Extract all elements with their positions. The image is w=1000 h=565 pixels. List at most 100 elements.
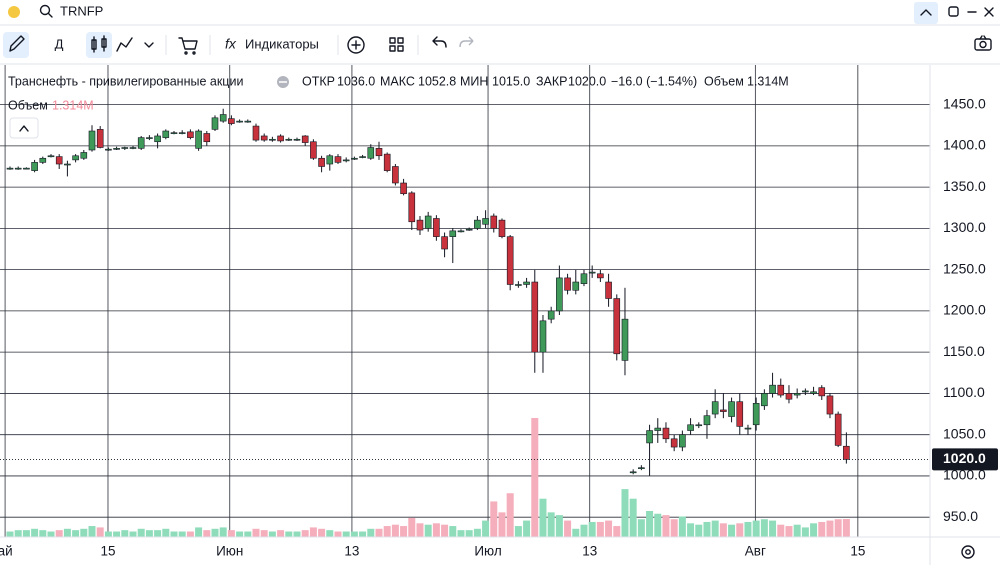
- layout-icon[interactable]: [389, 37, 404, 52]
- candle-body: [80, 152, 88, 159]
- candle-body: [326, 155, 334, 165]
- volume-bar: [744, 521, 752, 537]
- close-icon[interactable]: [984, 7, 994, 17]
- volume-bar: [170, 531, 178, 537]
- volume-bar: [22, 530, 30, 537]
- volume-bar: [514, 526, 522, 537]
- candle-body: [137, 137, 145, 149]
- last-price-label: 1020.0: [943, 450, 986, 466]
- candle-body: [744, 427, 752, 430]
- volume-bar: [6, 531, 14, 537]
- volume-bar: [498, 512, 506, 537]
- candles-icon: [91, 35, 107, 53]
- volume-bar: [334, 531, 342, 537]
- candle-body: [105, 148, 112, 151]
- candle-body: [244, 120, 252, 123]
- candle-body: [400, 182, 407, 195]
- volume-bar: [342, 531, 350, 537]
- volume-bar: [318, 528, 326, 537]
- volume-bar: [301, 530, 309, 537]
- settings-icon[interactable]: [961, 545, 975, 559]
- volume-bar: [769, 520, 777, 537]
- redo-icon[interactable]: [459, 36, 474, 48]
- camera-icon[interactable]: [974, 35, 992, 51]
- volume-bar: [154, 530, 162, 537]
- window-icon[interactable]: [948, 6, 959, 17]
- y-tick-label: 950.0: [943, 508, 978, 524]
- candle-body: [810, 391, 817, 394]
- candle-body: [203, 133, 211, 143]
- interval[interactable]: Д: [55, 36, 64, 51]
- symbol[interactable]: TRNFP: [60, 3, 103, 18]
- candle-body: [802, 390, 809, 393]
- candle-body: [195, 130, 202, 149]
- volume-bar: [309, 527, 317, 537]
- undo-icon[interactable]: [432, 36, 447, 48]
- volume-bar: [793, 524, 801, 537]
- candle-body: [285, 138, 293, 141]
- candle-body: [96, 129, 104, 148]
- volume-bar: [39, 530, 47, 537]
- volume-bar: [670, 519, 678, 537]
- candle-body: [408, 192, 416, 223]
- cart-icon[interactable]: [178, 37, 198, 55]
- candle-body: [703, 415, 711, 426]
- x-tick-label: 15: [100, 544, 115, 559]
- plot-area: [0, 65, 930, 537]
- volume-bar: [359, 531, 367, 537]
- volume-bar: [441, 524, 449, 537]
- candle-body: [162, 130, 170, 138]
- volume-bar: [711, 520, 719, 537]
- volume-bar: [555, 515, 563, 537]
- candle-body: [383, 153, 391, 171]
- candle-body: [121, 147, 129, 149]
- volume-bar: [695, 524, 703, 537]
- candle-body: [441, 236, 448, 250]
- line-icon[interactable]: [116, 37, 133, 52]
- candle-body: [146, 137, 153, 139]
- volume-bar: [580, 524, 588, 537]
- volume-bar: [121, 530, 129, 537]
- candle-body: [457, 230, 465, 233]
- draw-button[interactable]: [3, 32, 29, 58]
- volume-bar: [588, 521, 596, 537]
- volume-bar: [137, 528, 145, 537]
- candle-body: [605, 281, 612, 299]
- volume-bar: [350, 531, 358, 537]
- candle-body: [662, 427, 670, 440]
- volume-bar: [760, 519, 768, 537]
- volume-bar: [260, 530, 268, 537]
- search-icon[interactable]: [39, 4, 53, 18]
- indicators-button[interactable]: Индикаторы: [245, 36, 319, 51]
- indicators-icon[interactable]: fx: [225, 36, 237, 52]
- volume-bar: [678, 516, 686, 537]
- volume-bar: [531, 417, 539, 537]
- volume-bar: [285, 531, 293, 537]
- candle-body: [752, 403, 760, 426]
- volume-bar: [457, 530, 465, 537]
- volume-bar: [654, 513, 662, 537]
- volume-pane-value: 1.314M: [52, 98, 94, 112]
- candle-body: [219, 114, 227, 122]
- candle-body: [64, 163, 71, 166]
- legend-toggle[interactable]: [9, 117, 39, 139]
- volume-bar: [810, 523, 818, 537]
- candle-body: [613, 298, 621, 355]
- volume-bar: [186, 531, 194, 537]
- volume-bar: [162, 528, 170, 537]
- x-tick-label: ай: [0, 544, 13, 559]
- candle-body: [310, 141, 317, 159]
- candles-button[interactable]: [86, 32, 112, 58]
- volume-bar: [605, 520, 613, 537]
- chevron-icon[interactable]: [144, 42, 154, 48]
- candle-body: [572, 281, 580, 291]
- volume-bar: [203, 530, 211, 537]
- volume-bar: [449, 526, 457, 537]
- volume-bar: [596, 521, 604, 537]
- volume-bar: [473, 528, 481, 537]
- candle-body: [211, 117, 219, 130]
- candle-body: [580, 273, 588, 284]
- y-tick-label: 1200.0: [943, 302, 986, 318]
- collapse-button[interactable]: [914, 2, 938, 24]
- add-icon[interactable]: [347, 36, 365, 54]
